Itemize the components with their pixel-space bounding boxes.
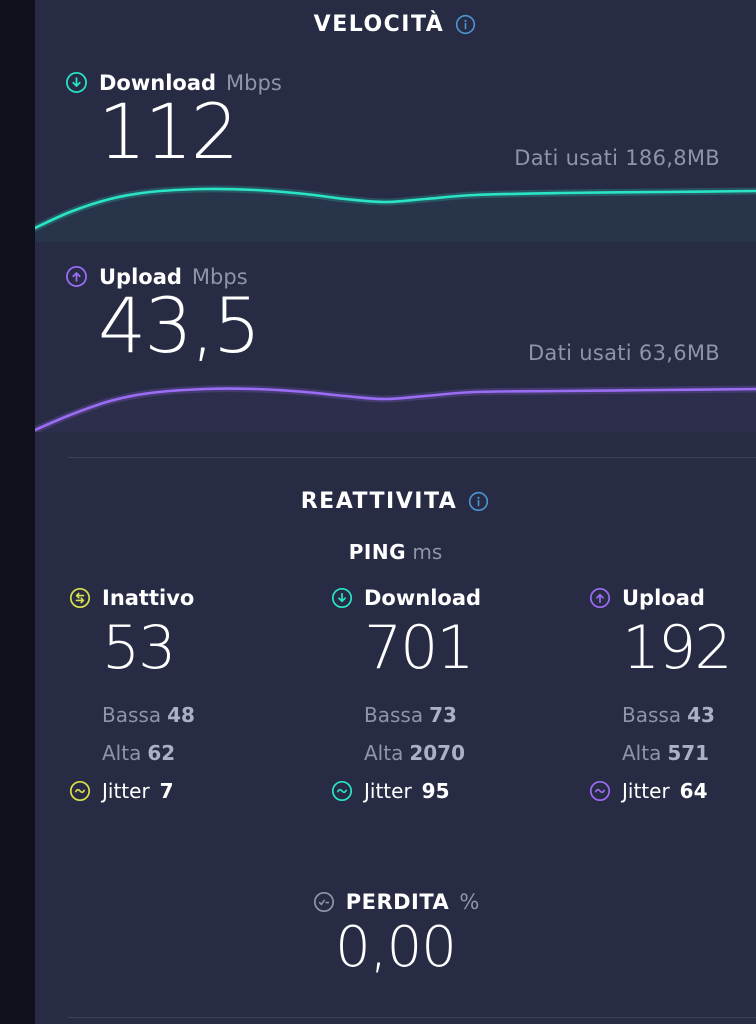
upload-high-row: Alta 571: [622, 741, 756, 765]
velocita-info-icon[interactable]: [454, 13, 477, 36]
idle-latency-icon: [68, 586, 92, 610]
inattivo-jitter-value: 7: [159, 779, 174, 803]
upload-header: Upload Mbps: [64, 264, 248, 289]
download-high-value: 2070: [409, 741, 466, 765]
download-arrow-icon: [64, 70, 89, 95]
upload-data-used-label: Dati usati: [527, 341, 632, 365]
download-value: 112: [98, 87, 239, 176]
download-data-used-value: 186,8MB: [625, 146, 720, 170]
download-jitter-value: 95: [421, 779, 450, 803]
section-divider-top: [68, 457, 756, 458]
upload-jitter-value: 64: [679, 779, 708, 803]
upload-data-used-value: 63,6MB: [638, 341, 720, 365]
inattivo-jitter-icon: [68, 779, 92, 803]
perdita-value: 0,00: [335, 915, 457, 980]
inattivo-high-label: Alta: [102, 741, 142, 765]
ping-column-download: Download 701 Bassa 73 Alta 2070 Jitter 95: [330, 586, 560, 803]
ping-upload-arrow-icon: [588, 586, 612, 610]
download-low-label: Bassa: [364, 703, 424, 727]
reattivita-section-title: REATTIVITA: [35, 489, 756, 514]
upload-unit: Mbps: [191, 264, 248, 289]
download-low-value: 73: [429, 703, 457, 727]
download-data-used-label: Dati usati: [514, 146, 619, 170]
inattivo-low-row: Bassa 48: [102, 703, 298, 727]
velocita-title-text: VELOCITÀ: [313, 12, 445, 37]
reattivita-title-text: REATTIVITA: [300, 489, 458, 514]
upload-data-used: Dati usati 63,6MB: [528, 341, 720, 365]
download-label: Download: [99, 70, 217, 95]
inattivo-label: Inattivo: [102, 586, 195, 610]
upload-speed-graph: [31, 385, 756, 432]
download-high-row: Alta 2070: [364, 741, 560, 765]
upload-low-value: 43: [687, 703, 715, 727]
upload-value: 43,5: [98, 281, 261, 370]
inattivo-low-label: Bassa: [102, 703, 162, 727]
ping-unit-text: ms: [412, 540, 443, 564]
download-jitter-row: Jitter 95: [330, 779, 560, 803]
download-jitter-icon: [330, 779, 354, 803]
perdita-header: PERDITA %: [35, 890, 756, 914]
download-unit: Mbps: [226, 70, 282, 95]
download-data-used: Dati usati 186,8MB: [514, 146, 720, 170]
ping-label-text: PING: [348, 540, 406, 564]
perdita-unit: %: [459, 890, 480, 914]
upload-arrow-icon: [64, 264, 89, 289]
download-high-label: Alta: [364, 741, 404, 765]
packet-loss-icon: [312, 890, 336, 914]
section-divider-bottom: [68, 1017, 756, 1018]
upload-ping-value: 192: [622, 613, 733, 683]
upload-high-value: 571: [667, 741, 710, 765]
ping-column-inattivo: Inattivo 53 Bassa 48 Alta 62 Jitter 7: [68, 586, 298, 803]
ping-download-header: Download: [330, 586, 560, 610]
reattivita-info-icon[interactable]: [467, 490, 490, 513]
upload-jitter-label: Jitter: [622, 779, 670, 803]
download-ping-value: 701: [364, 613, 475, 683]
upload-high-label: Alta: [622, 741, 662, 765]
upload-low-label: Bassa: [622, 703, 682, 727]
ping-upload-label: Upload: [622, 586, 705, 610]
upload-label: Upload: [99, 264, 182, 289]
ping-upload-header: Upload: [588, 586, 756, 610]
ping-label: PING ms: [35, 540, 756, 564]
upload-jitter-icon: [588, 779, 612, 803]
inattivo-high-value: 62: [147, 741, 176, 765]
upload-jitter-row: Jitter 64: [588, 779, 756, 803]
download-low-row: Bassa 73: [364, 703, 560, 727]
download-header: Download Mbps: [64, 70, 282, 95]
inattivo-header: Inattivo: [68, 586, 298, 610]
inattivo-ping-value: 53: [102, 613, 176, 683]
ping-download-label: Download: [364, 586, 482, 610]
ping-download-arrow-icon: [330, 586, 354, 610]
ping-column-upload: Upload 192 Bassa 43 Alta 571 Jitter 64: [588, 586, 756, 803]
upload-low-row: Bassa 43: [622, 703, 756, 727]
velocita-section-title: VELOCITÀ: [35, 12, 756, 37]
download-speed-graph: [31, 185, 756, 242]
left-edge-strip: [0, 0, 35, 1024]
download-jitter-label: Jitter: [364, 779, 412, 803]
perdita-label: PERDITA: [345, 890, 450, 914]
inattivo-jitter-label: Jitter: [102, 779, 150, 803]
inattivo-low-value: 48: [167, 703, 195, 727]
inattivo-jitter-row: Jitter 7: [68, 779, 298, 803]
inattivo-high-row: Alta 62: [102, 741, 298, 765]
